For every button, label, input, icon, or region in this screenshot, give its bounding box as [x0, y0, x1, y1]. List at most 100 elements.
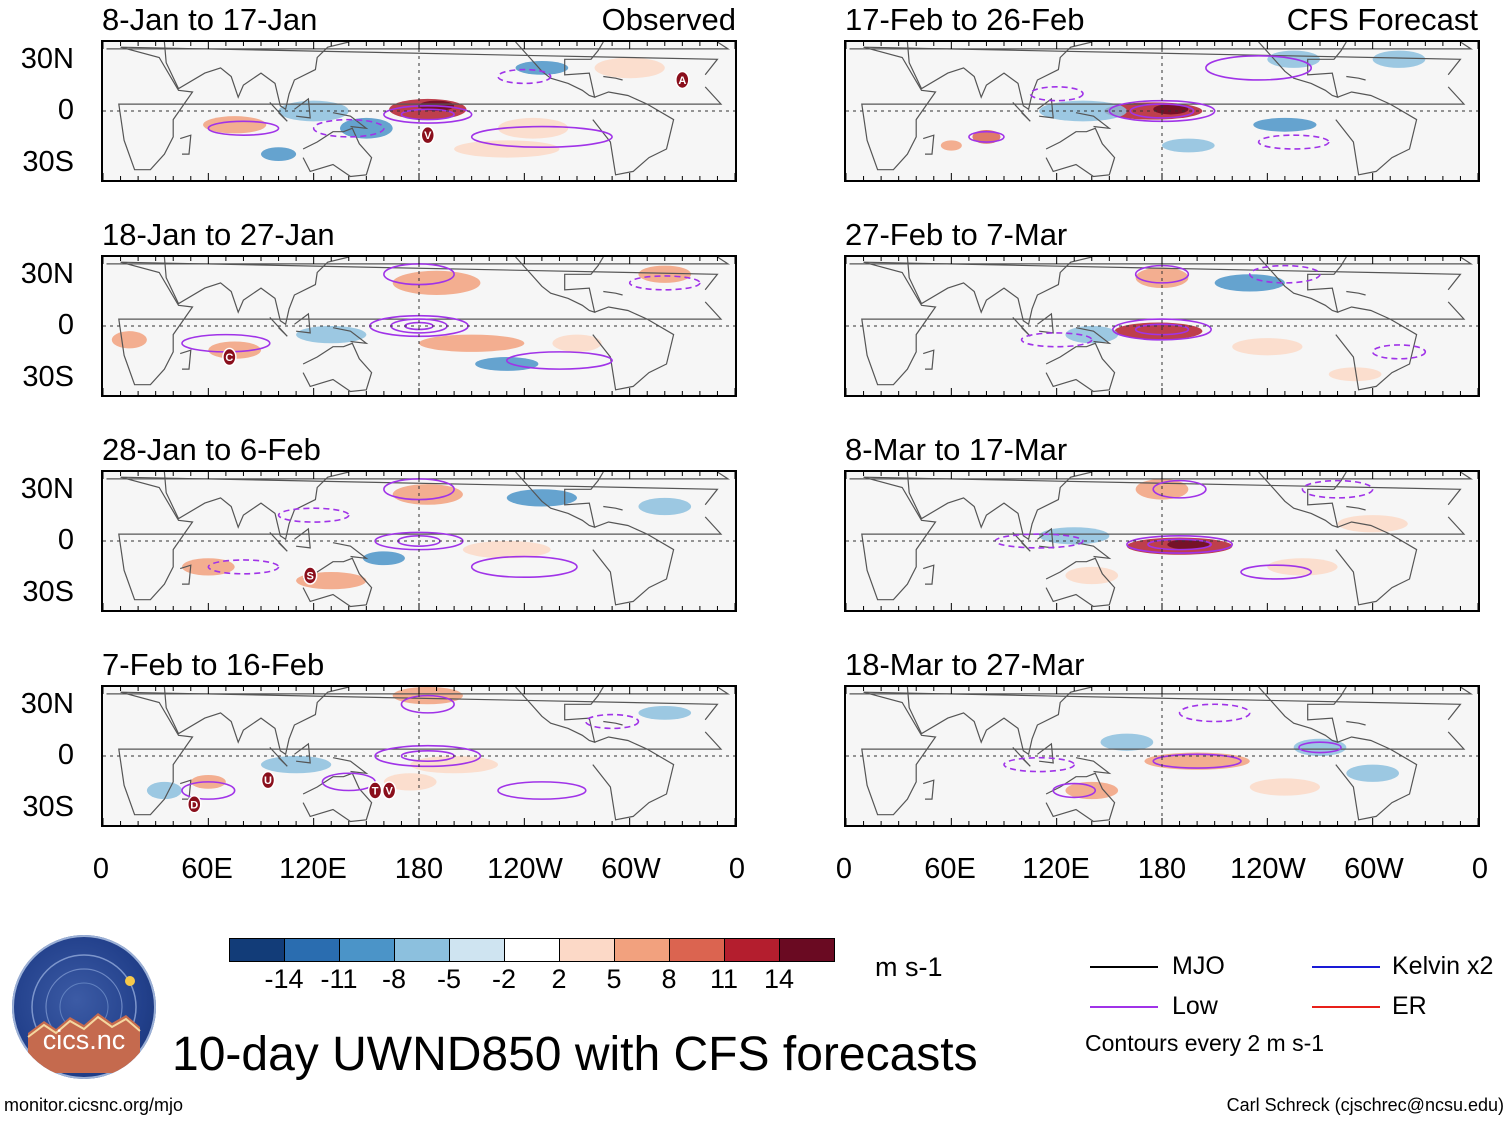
anomaly-region — [146, 781, 182, 800]
coastline — [1258, 687, 1347, 744]
low-contours — [1020, 264, 1427, 360]
lon-label: 60E — [181, 853, 233, 885]
low-contour — [1298, 741, 1342, 754]
low-contour — [207, 559, 280, 575]
storm-label-marker — [381, 781, 397, 800]
globe-icon — [27, 954, 141, 1073]
anomaly-region — [1039, 527, 1110, 545]
storm-label-marker — [260, 770, 276, 790]
lon-label: 180 — [1137, 853, 1187, 885]
coastline — [269, 531, 288, 552]
low-contour — [1152, 479, 1207, 499]
coastline — [1037, 97, 1054, 119]
axis-ticks — [103, 257, 735, 395]
low-contour — [181, 781, 236, 800]
anomaly-region — [1144, 752, 1250, 770]
low-contour — [1205, 55, 1313, 81]
legend-er-line — [1312, 1006, 1380, 1008]
panel-title-8: 18-Mar to 27-Mar — [845, 647, 1085, 682]
coastline — [603, 290, 623, 296]
coastline — [592, 736, 675, 821]
anomaly-region — [1346, 764, 1399, 782]
coastline — [180, 349, 192, 370]
anomaly-region — [638, 265, 692, 283]
storm-label-letter: A — [678, 75, 686, 87]
low-contour — [470, 125, 613, 149]
colorbar-swatch — [504, 938, 560, 962]
axis-ticks — [103, 472, 735, 610]
anomaly-region — [638, 497, 692, 516]
storm-label-letter: S — [306, 571, 313, 583]
contours-note: Contours every 2 m s-1 — [1085, 1030, 1325, 1056]
anomaly-region — [419, 334, 525, 352]
storm-label-letter: V — [385, 786, 393, 798]
colorbar-swatch — [229, 938, 285, 962]
axis-ticks — [846, 687, 1478, 825]
coastline — [1045, 342, 1116, 393]
anomaly-region — [1214, 274, 1285, 292]
anomaly-region — [1372, 50, 1426, 68]
low-contour — [321, 772, 376, 792]
axis-ticks — [846, 472, 1478, 610]
cfs-forecast-label: CFS Forecast — [1286, 2, 1478, 37]
coastline — [603, 505, 623, 511]
coastline — [1075, 757, 1112, 775]
low-contour — [1126, 535, 1234, 554]
low-contour — [1152, 753, 1242, 769]
colorbar-tick-label: -2 — [491, 964, 517, 994]
coastline — [906, 472, 1092, 541]
coastline — [1075, 542, 1112, 560]
anomaly-region — [111, 331, 147, 349]
storm-label-marker — [187, 795, 202, 814]
anomaly-region — [1065, 326, 1119, 344]
coastline — [1045, 557, 1116, 608]
map-panel-2 — [844, 40, 1480, 182]
low-contour — [400, 694, 455, 714]
colorbar-swatch — [779, 938, 835, 962]
coastline — [515, 472, 604, 529]
coastline — [332, 112, 369, 130]
coastline — [180, 134, 192, 155]
map-panel-8 — [844, 685, 1480, 827]
coastline — [1258, 472, 1347, 529]
axis-ticks — [846, 257, 1478, 395]
coastline — [603, 720, 623, 726]
coastline — [118, 46, 723, 171]
coastline — [163, 42, 349, 111]
low-contour — [383, 105, 473, 124]
storm-labels: AV — [420, 70, 690, 145]
anomaly-region — [1135, 267, 1189, 289]
anomaly-region — [552, 334, 602, 352]
lon-label: 0 — [835, 853, 853, 885]
low-contour — [374, 744, 482, 768]
storm-label-letter: U — [264, 775, 272, 787]
anomaly-region — [515, 60, 569, 75]
coastlines — [849, 687, 1474, 823]
low-contours — [968, 55, 1330, 150]
panel-title-5: 28-Jan to 6-Feb — [102, 432, 321, 467]
anomaly-region — [261, 756, 332, 774]
coastline — [592, 306, 675, 391]
colorbar-swatch — [614, 938, 670, 962]
anomaly-shading — [940, 50, 1426, 153]
panel-title-6: 8-Mar to 17-Mar — [845, 432, 1068, 467]
low-contour — [1112, 318, 1212, 341]
coastline — [269, 101, 288, 122]
legend-kelvin-line — [1312, 966, 1380, 968]
panel-title-4: 27-Feb to 7-Mar — [845, 217, 1068, 252]
coastline — [294, 527, 311, 549]
anomaly-region — [383, 773, 437, 791]
anomaly-shading — [111, 265, 692, 371]
low-contour — [584, 713, 640, 730]
coastline — [1037, 312, 1054, 334]
coastline — [118, 261, 723, 386]
lon-label: 0 — [728, 853, 746, 885]
coastline — [861, 476, 1466, 601]
coastline — [861, 691, 1466, 816]
storm-labels: C — [222, 347, 237, 367]
coastline — [592, 521, 675, 606]
coastline — [294, 97, 311, 119]
colorbar-tick-label: 2 — [551, 964, 567, 994]
anomaly-region — [1232, 338, 1303, 356]
coastline — [515, 257, 604, 314]
